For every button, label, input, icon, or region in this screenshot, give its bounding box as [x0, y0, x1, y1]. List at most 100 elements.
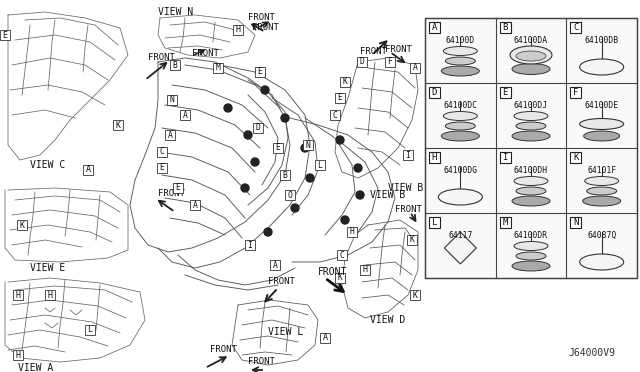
Bar	[13, 350, 23, 360]
Ellipse shape	[445, 57, 476, 65]
Text: 64087Q: 64087Q	[587, 231, 616, 240]
Circle shape	[356, 191, 364, 199]
Bar	[85, 325, 95, 335]
Text: D: D	[360, 58, 364, 67]
Text: B: B	[502, 23, 508, 32]
Bar	[157, 163, 167, 173]
Text: K: K	[115, 121, 120, 129]
Text: A: A	[432, 23, 437, 32]
Bar	[429, 87, 440, 98]
Text: H: H	[362, 266, 367, 275]
Bar	[45, 290, 55, 300]
Bar	[500, 152, 511, 163]
Text: D: D	[255, 124, 260, 132]
Text: FRONT: FRONT	[252, 23, 279, 32]
Bar	[570, 152, 581, 163]
Ellipse shape	[516, 187, 546, 195]
Text: FRONT: FRONT	[318, 267, 348, 277]
Text: C: C	[340, 250, 344, 260]
Bar	[335, 93, 345, 103]
Bar	[170, 60, 180, 70]
Ellipse shape	[438, 189, 483, 205]
Bar	[357, 57, 367, 67]
Text: VIEW C: VIEW C	[30, 160, 65, 170]
Text: 64101F: 64101F	[587, 166, 616, 175]
Text: K: K	[342, 77, 348, 87]
Text: 64100DG: 64100DG	[444, 166, 477, 175]
Bar	[273, 143, 283, 153]
Bar	[13, 290, 23, 300]
Bar	[570, 87, 581, 98]
Text: 64100D: 64100D	[445, 36, 475, 45]
Text: C: C	[573, 23, 579, 32]
Bar	[425, 18, 637, 278]
Text: VIEW L: VIEW L	[268, 327, 303, 337]
Ellipse shape	[442, 66, 479, 76]
Ellipse shape	[587, 187, 617, 195]
Bar	[113, 120, 123, 130]
Ellipse shape	[585, 176, 619, 186]
Circle shape	[281, 114, 289, 122]
Bar	[157, 147, 167, 157]
Ellipse shape	[444, 112, 477, 121]
Text: F: F	[573, 88, 579, 97]
Text: E: E	[276, 144, 280, 153]
Text: L: L	[88, 326, 93, 334]
Ellipse shape	[512, 64, 550, 74]
Ellipse shape	[580, 59, 623, 75]
Bar	[570, 22, 581, 33]
Text: H: H	[15, 291, 20, 299]
Ellipse shape	[512, 261, 550, 271]
Circle shape	[241, 184, 249, 192]
Text: L: L	[432, 218, 437, 227]
Text: K: K	[410, 235, 415, 244]
Ellipse shape	[516, 252, 546, 260]
Text: 64100DE: 64100DE	[584, 101, 619, 110]
Circle shape	[336, 136, 344, 144]
Ellipse shape	[445, 122, 476, 130]
Text: H: H	[15, 350, 20, 359]
Text: 64100DB: 64100DB	[584, 36, 619, 45]
Ellipse shape	[442, 131, 479, 141]
Text: FRONT: FRONT	[248, 13, 275, 22]
Bar	[429, 217, 440, 228]
Circle shape	[244, 131, 252, 139]
Text: 64117: 64117	[448, 231, 472, 240]
Text: K: K	[337, 273, 342, 282]
Ellipse shape	[512, 131, 550, 141]
Text: E: E	[159, 164, 164, 173]
Bar	[320, 333, 330, 343]
Circle shape	[224, 104, 232, 112]
Text: 64100DJ: 64100DJ	[514, 101, 548, 110]
Bar	[429, 22, 440, 33]
Text: K: K	[573, 153, 579, 162]
Circle shape	[306, 174, 314, 182]
Circle shape	[291, 204, 299, 212]
Text: L: L	[317, 160, 323, 170]
Bar	[0, 30, 10, 40]
Text: FRONT: FRONT	[360, 48, 387, 57]
Circle shape	[264, 228, 272, 236]
Bar	[500, 217, 511, 228]
Bar	[285, 190, 295, 200]
Text: M: M	[216, 64, 220, 73]
Bar	[385, 57, 395, 67]
Text: A: A	[413, 64, 417, 73]
Text: B: B	[283, 170, 287, 180]
Text: K: K	[19, 221, 24, 230]
Bar	[330, 110, 340, 120]
Text: E: E	[3, 31, 8, 39]
Text: A: A	[86, 166, 90, 174]
Text: O: O	[287, 190, 292, 199]
Text: H: H	[432, 153, 437, 162]
Text: N: N	[305, 141, 310, 150]
Ellipse shape	[510, 46, 552, 64]
Text: E: E	[337, 93, 342, 103]
Text: FRONT: FRONT	[268, 278, 295, 286]
Text: N: N	[170, 96, 175, 105]
Text: H: H	[236, 26, 241, 35]
Text: VIEW D: VIEW D	[370, 315, 405, 325]
Bar	[213, 63, 223, 73]
Text: A: A	[273, 260, 277, 269]
Ellipse shape	[514, 112, 548, 121]
